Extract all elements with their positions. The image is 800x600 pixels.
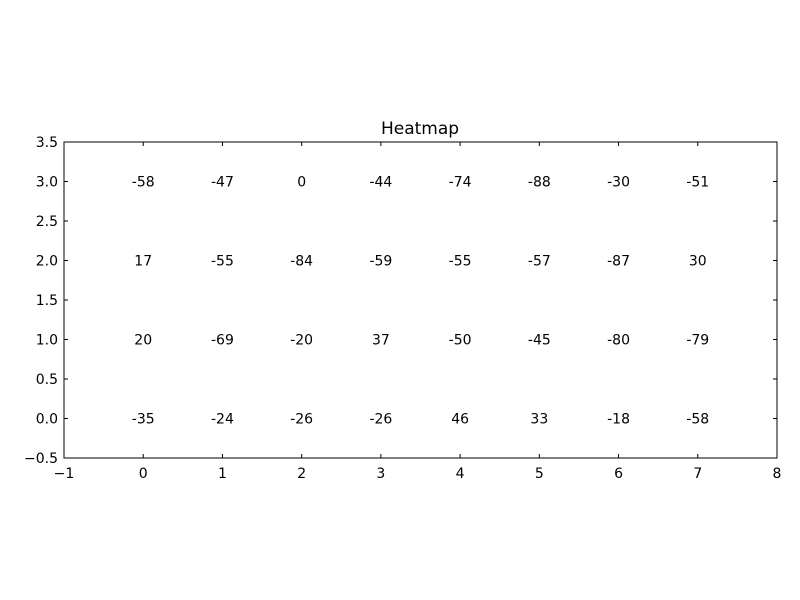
x-tick-label: 6: [614, 466, 623, 482]
cell-value-label: 30: [689, 254, 707, 270]
cell-value-label: -44: [369, 175, 392, 191]
cell-value-label: -20: [290, 333, 313, 349]
cell-value-label: -59: [369, 254, 392, 270]
cell-value-label: -35: [132, 412, 155, 428]
y-tick-label: 1.5: [36, 293, 58, 309]
cell-value-label: -47: [211, 175, 234, 191]
cell-value-label: -30: [607, 175, 630, 191]
x-tick-label: 4: [456, 466, 465, 482]
cell-value-label: -55: [211, 254, 234, 270]
cell-value-label: -80: [607, 333, 630, 349]
x-axis: −1 0 1 2 3 4 5 6 7 8: [54, 142, 782, 482]
cell-value-label: -74: [449, 175, 472, 191]
cell-value-label: -58: [132, 175, 155, 191]
y-tick-label: 2.0: [36, 254, 58, 270]
y-tick-label: 0.0: [36, 412, 58, 428]
x-tick-label: 8: [773, 466, 782, 482]
y-tick-label: 3.0: [36, 175, 58, 191]
cell-value-label: -88: [528, 175, 551, 191]
cell-value-label: 17: [134, 254, 152, 270]
y-tick-label: 1.0: [36, 333, 58, 349]
cell-value-label: 46: [451, 412, 469, 428]
x-tick-label: 0: [139, 466, 148, 482]
cell-value-label: -58: [686, 412, 709, 428]
cell-value-label: -26: [369, 412, 392, 428]
cell-value-label: -50: [449, 333, 472, 349]
cell-value-label: -24: [211, 412, 234, 428]
x-tick-label: 2: [297, 466, 306, 482]
cell-value-label: -26: [290, 412, 313, 428]
cell-value-label: -87: [607, 254, 630, 270]
heatmap-cell-labels: -35 -24 -26 -26 46 33 -18 -58 20 -69 -20 37 -50 -45 -8…: [132, 175, 709, 428]
cell-value-label: 37: [372, 333, 390, 349]
plot-frame: [63, 141, 778, 459]
cell-value-label: 20: [134, 333, 152, 349]
cell-value-label: -57: [528, 254, 551, 270]
cell-value-label: -79: [686, 333, 709, 349]
x-tick-label: 3: [376, 466, 385, 482]
x-tick-label: −1: [54, 466, 75, 482]
y-tick-label: −0.5: [24, 451, 58, 467]
cell-value-label: -84: [290, 254, 313, 270]
y-tick-label: 3.5: [36, 135, 58, 151]
y-tick-label: 0.5: [36, 372, 58, 388]
x-tick-label: 5: [535, 466, 544, 482]
cell-value-label: -45: [528, 333, 551, 349]
cell-value-label: -55: [449, 254, 472, 270]
chart-title: Heatmap: [381, 119, 459, 139]
cell-value-label: -51: [686, 175, 709, 191]
cell-value-label: -18: [607, 412, 630, 428]
x-tick-label: 7: [693, 466, 702, 482]
cell-value-label: 0: [297, 175, 306, 191]
cell-value-label: 33: [530, 412, 548, 428]
y-axis: −0.5 0.0 0.5 1.0 1.5 2.0 2.5 3.0 3.5: [24, 135, 777, 467]
x-tick-label: 1: [218, 466, 227, 482]
y-tick-label: 2.5: [36, 214, 58, 230]
cell-value-label: -69: [211, 333, 234, 349]
